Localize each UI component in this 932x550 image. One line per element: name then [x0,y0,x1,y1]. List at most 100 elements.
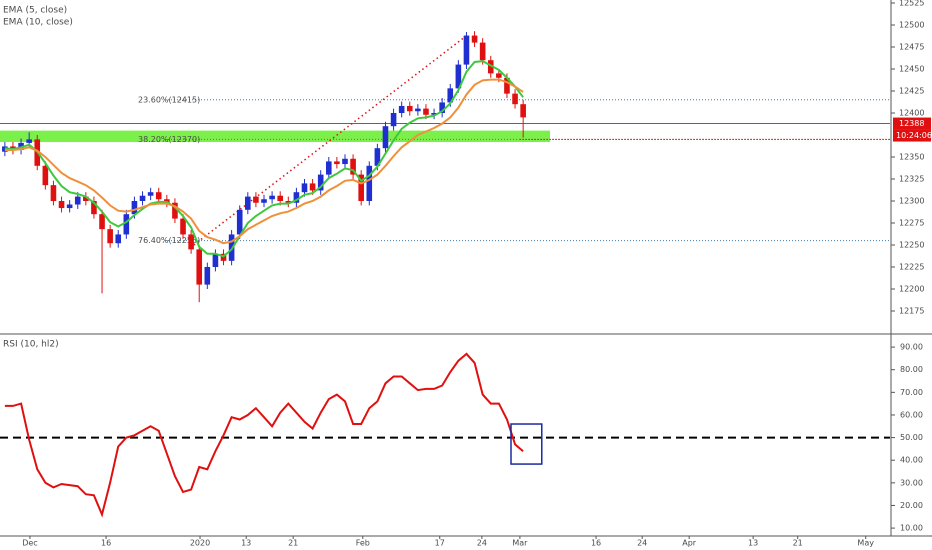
candle-body [334,161,340,165]
candle-body [342,158,348,165]
x-tick-label: 13 [241,539,251,548]
candle-body [123,214,130,235]
candle-body [155,192,162,200]
candle-body [261,199,267,203]
candle-body [504,77,510,94]
y-tick-label: 80.00 [900,365,923,374]
y-tick-label: 40.00 [900,456,923,465]
fib-label: 38.20%(12370) [138,135,200,144]
x-tick-label: 21 [288,539,298,548]
candle-body [83,196,89,201]
y-tick-label: 12500 [899,20,924,29]
candle-body [471,35,478,43]
candle-body [131,200,138,215]
candle-body [463,35,470,65]
candle-body [253,196,259,203]
candle-body [398,105,405,113]
y-tick-label: 30.00 [900,478,923,487]
fib-label: 23.60%(12415) [138,95,200,104]
candle-body [325,161,332,175]
candle-body [26,139,32,143]
candle-body [212,253,219,267]
x-tick-label: May [857,539,874,548]
candle-body [455,64,462,89]
y-tick-label: 12300 [899,196,924,205]
countdown-box [893,129,931,142]
candle-body [447,88,454,103]
y-tick-label: 10.00 [900,524,923,533]
candle-body [204,266,211,285]
y-tick-label: 12200 [899,284,924,293]
last-price-label: 12388 [899,119,924,128]
trend-line [189,37,464,249]
y-tick-label: 12250 [899,240,924,249]
highlight-box [510,423,543,465]
x-tick-label: 24 [477,539,487,548]
candle-body [293,192,300,203]
pane-title: RSI (10, hl2) [3,340,59,350]
candle-body [496,73,502,78]
candle-body [439,102,445,113]
candle-body [188,234,194,250]
y-tick-label: 12525 [899,0,924,7]
y-tick-label: 90.00 [900,343,923,352]
x-tick-label: 2020 [190,539,210,548]
x-tick-label: 21 [793,539,803,548]
candle-body [180,218,186,235]
ema-line [4,60,524,258]
x-tick-label: 24 [637,539,647,548]
y-tick-label: 12225 [899,262,924,271]
candle-body [115,234,122,244]
candle-body [512,93,518,105]
candle-body [431,112,437,115]
x-tick-label: 16 [101,539,111,548]
candle-body [350,158,356,175]
candle-body [520,104,526,118]
countdown-label: 10:24:06 [896,131,932,140]
candle-body [301,183,308,193]
x-tick-label: Dec [22,539,37,548]
x-tick-label: 13 [748,539,758,548]
candle-body [366,165,373,201]
y-tick-label: 12175 [899,306,924,315]
fib-label: 76.40%(12255) [138,236,200,245]
candle-body [269,195,275,200]
legend-entry: EMA (10, close) [3,18,73,28]
legend-entry: EMA (5, close) [3,6,67,16]
y-tick-label: 12425 [899,86,924,95]
candle-body [91,200,97,215]
candle-body [42,165,49,186]
y-tick-label: 12475 [899,42,924,51]
y-tick-label: 20.00 [900,501,923,510]
candle-body [317,174,324,191]
candle-body [245,196,251,210]
candle-body [406,105,413,112]
y-tick-label: 50.00 [900,433,923,442]
candle-body [374,148,381,166]
support-zone [0,130,550,143]
candle-body [66,204,73,209]
candle-body [309,183,316,191]
candle-body [172,202,178,219]
candle-body [415,108,421,112]
candle-body [74,196,81,205]
x-tick-label: Apr [682,539,697,548]
candle-body [390,112,397,127]
x-tick-label: 16 [591,539,601,548]
rsi-line [4,352,524,518]
x-tick-label: 17 [435,539,445,548]
y-tick-label: 12325 [899,174,924,183]
y-tick-label: 70.00 [900,388,923,397]
y-tick-label: 12450 [899,64,924,73]
candle-body [277,195,284,201]
y-tick-label: 60.00 [900,410,923,419]
last-price-box [893,117,931,130]
candle-body [479,42,486,61]
candle-body [50,185,57,201]
ema-line [4,78,524,245]
x-tick-label: Mar [512,539,528,548]
candle-body [147,192,154,196]
candle-body [236,209,243,235]
